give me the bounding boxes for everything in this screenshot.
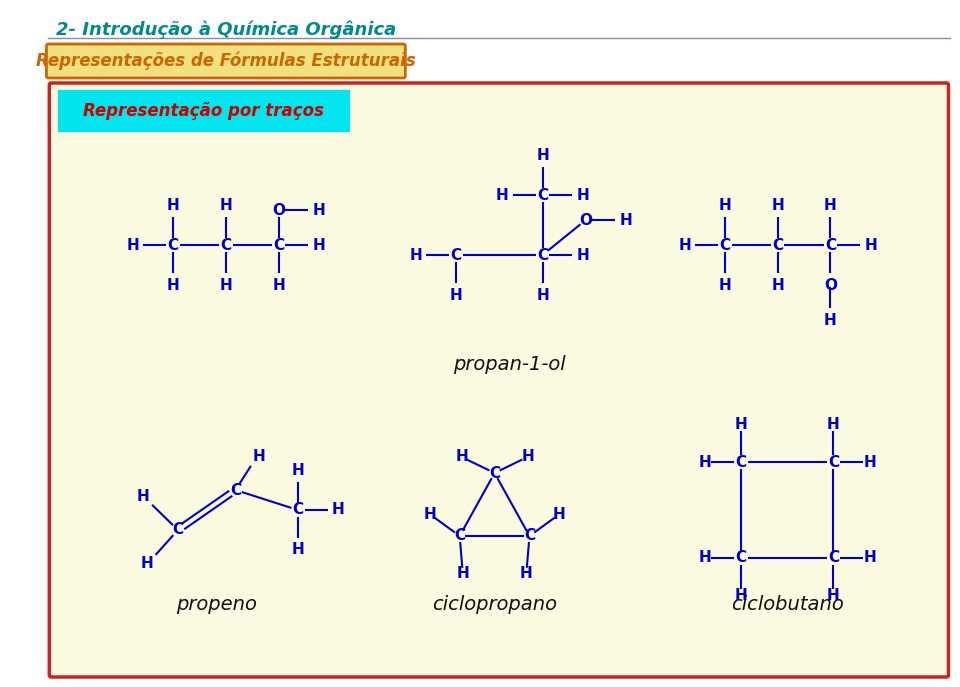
- Text: C: C: [772, 238, 783, 253]
- Text: C: C: [454, 528, 466, 543]
- Text: O: O: [824, 278, 837, 293]
- Text: H: H: [521, 449, 534, 464]
- FancyBboxPatch shape: [46, 44, 405, 78]
- Text: H: H: [332, 502, 345, 517]
- Text: C: C: [828, 550, 839, 565]
- Text: H: H: [450, 287, 463, 302]
- Text: H: H: [718, 278, 732, 293]
- Text: C: C: [229, 482, 241, 497]
- Text: C: C: [173, 523, 183, 537]
- Text: H: H: [410, 247, 422, 262]
- Text: H: H: [423, 507, 436, 521]
- FancyBboxPatch shape: [58, 90, 349, 132]
- Text: propeno: propeno: [176, 595, 256, 614]
- Text: ciclopropano: ciclopropano: [432, 595, 557, 614]
- Text: H: H: [220, 197, 232, 212]
- Text: H: H: [292, 462, 304, 477]
- Text: H: H: [698, 455, 711, 469]
- Text: H: H: [252, 449, 265, 464]
- Text: H: H: [520, 566, 533, 581]
- Text: H: H: [771, 278, 784, 293]
- Text: H: H: [220, 278, 232, 293]
- Text: H: H: [553, 507, 565, 521]
- Text: C: C: [825, 238, 836, 253]
- Text: C: C: [220, 238, 231, 253]
- Text: H: H: [313, 238, 325, 253]
- Text: H: H: [127, 238, 139, 253]
- Text: O: O: [579, 212, 592, 227]
- Text: ciclobutano: ciclobutano: [731, 595, 844, 614]
- Text: C: C: [537, 188, 548, 203]
- Text: H: H: [824, 313, 837, 328]
- Text: H: H: [734, 589, 748, 603]
- Text: H: H: [827, 589, 840, 603]
- Text: H: H: [577, 247, 589, 262]
- Text: H: H: [537, 287, 549, 302]
- Text: C: C: [735, 455, 747, 469]
- Text: H: H: [577, 188, 589, 203]
- Text: H: H: [455, 449, 468, 464]
- Text: H: H: [537, 148, 549, 163]
- Text: C: C: [524, 528, 535, 543]
- Text: H: H: [698, 550, 711, 565]
- Text: Representações de Fórmulas Estruturais: Representações de Fórmulas Estruturais: [36, 52, 416, 70]
- Text: H: H: [827, 416, 840, 431]
- Text: H: H: [167, 278, 180, 293]
- Text: H: H: [824, 197, 837, 212]
- Text: H: H: [141, 556, 154, 572]
- Text: H: H: [456, 566, 469, 581]
- Text: H: H: [496, 188, 509, 203]
- Text: H: H: [734, 416, 748, 431]
- Text: C: C: [273, 238, 284, 253]
- Text: H: H: [771, 197, 784, 212]
- Text: C: C: [719, 238, 731, 253]
- Text: C: C: [450, 247, 462, 262]
- Text: H: H: [292, 543, 304, 557]
- Text: H: H: [863, 455, 876, 469]
- Text: H: H: [137, 488, 150, 504]
- Text: H: H: [619, 212, 633, 227]
- Text: O: O: [272, 203, 285, 218]
- Text: Representação por traços: Representação por traços: [84, 102, 324, 120]
- Text: H: H: [678, 238, 691, 253]
- Text: C: C: [292, 502, 303, 517]
- Text: H: H: [863, 550, 876, 565]
- Text: H: H: [718, 197, 732, 212]
- Text: C: C: [735, 550, 747, 565]
- Text: 2- Introdução à Química Orgânica: 2- Introdução à Química Orgânica: [56, 20, 396, 38]
- Text: H: H: [167, 197, 180, 212]
- Text: H: H: [313, 203, 325, 218]
- Text: C: C: [537, 247, 548, 262]
- Text: C: C: [828, 455, 839, 469]
- Text: C: C: [168, 238, 179, 253]
- Text: H: H: [273, 278, 285, 293]
- FancyBboxPatch shape: [49, 83, 948, 677]
- Text: C: C: [489, 466, 500, 480]
- Text: H: H: [864, 238, 877, 253]
- Text: propan-1-ol: propan-1-ol: [453, 355, 565, 374]
